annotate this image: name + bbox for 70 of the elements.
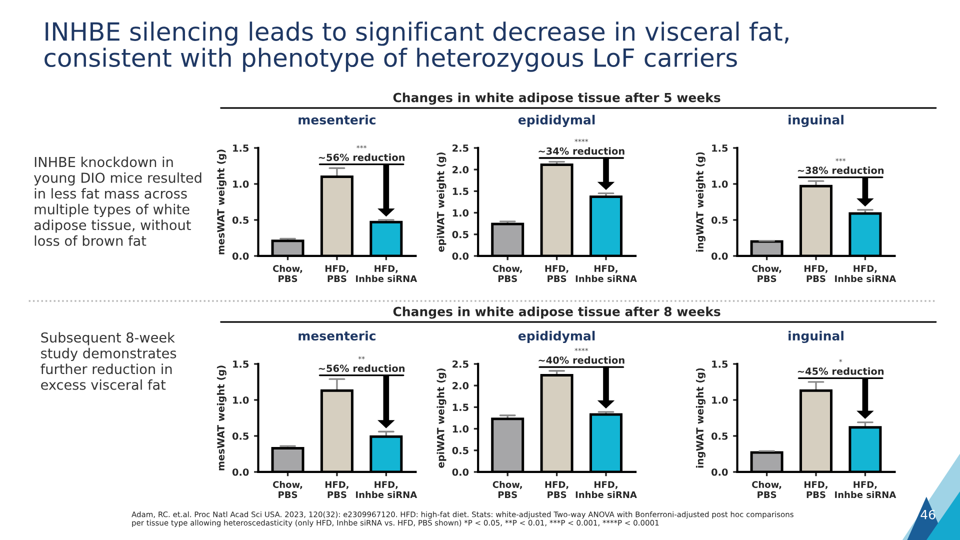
x-tick-label: Chow, PBS <box>272 264 302 282</box>
y-tick-label: 0.5 <box>452 446 468 454</box>
y-tick-label: 0.0 <box>711 252 728 260</box>
y-tick-label: 2.0 <box>452 382 469 390</box>
chart-subtitle: Changes in white adipose tissue after 5 weeks <box>393 92 720 105</box>
y-tick-label: 1.5 <box>712 360 728 368</box>
chart-title: inguinal <box>788 114 844 128</box>
y-tick-label: 2.5 <box>452 360 468 368</box>
chart-title: epididymal <box>518 114 595 128</box>
y-tick-label: 1.0 <box>712 180 728 188</box>
y-tick-label: 2.5 <box>452 144 468 152</box>
y-axis-title: epiWAT weight (g) <box>436 152 446 252</box>
y-axis-title: ingWAT weight (g) <box>696 368 706 468</box>
chart-title: inguinal <box>788 330 844 344</box>
y-axis-title: epiWAT weight (g) <box>436 368 446 468</box>
x-tick-label: Chow, PBS <box>492 480 522 498</box>
y-tick-label: 0.5 <box>232 432 249 440</box>
x-tick-label: HFD, Inhbe siRNA <box>835 265 896 282</box>
x-tick-label: HFD, PBS <box>804 481 828 498</box>
y-tick-label: 0.0 <box>452 468 469 476</box>
y-tick-label: 0.5 <box>711 432 728 440</box>
y-tick-label: 1.0 <box>233 180 249 188</box>
y-axis-title: ingWAT weight (g) <box>696 152 706 252</box>
y-tick-label: 0.0 <box>232 468 249 476</box>
chart-title: mesenteric <box>298 114 376 125</box>
y-tick-label: 1.0 <box>452 425 469 433</box>
text: INHBE silencing leads to significant decrease in visceral fat, consistent with phenotype of heterozygous LoF carriers <box>44 22 788 72</box>
y-tick-label: 0.0 <box>232 252 249 260</box>
text: INHBE knockdown in young DIO mice resulted in less fat mass across multiple types of white adipose tissue, without loss of brown fat <box>34 156 202 246</box>
x-tick-label: HFD, PBS <box>804 265 828 282</box>
text: ~40% reduction <box>538 356 624 364</box>
x-tick-label: Chow, PBS <box>752 480 782 498</box>
x-tick-label: HFD, PBS <box>545 481 568 498</box>
x-tick-label: HFD, PBS <box>325 481 348 498</box>
y-tick-label: 0.0 <box>711 468 728 476</box>
chart-title: mesenteric <box>298 330 376 341</box>
x-tick-label: HFD, Inhbe siRNA <box>576 265 637 282</box>
annotation: ~56% reduction <box>318 154 405 162</box>
text: 46 <box>920 510 936 520</box>
x-tick-label: HFD, Inhbe siRNA <box>356 265 418 282</box>
x-tick-label: Chow, PBS <box>272 480 302 498</box>
text: Subsequent 8-week study demonstrates further reduction in excess visceral fat <box>40 332 176 390</box>
y-tick-label: 0.5 <box>232 216 249 224</box>
annotation: ~56% reduction <box>318 364 405 372</box>
y-tick-label: 0.5 <box>711 216 728 224</box>
y-tick-label: 1.5 <box>712 144 728 152</box>
chart-subtitle: Changes in white adipose tissue after 8 weeks <box>393 306 720 319</box>
x-tick-label: HFD, PBS <box>545 265 568 282</box>
y-tick-label: 1.5 <box>452 188 468 195</box>
y-tick-label: 1.0 <box>712 396 728 404</box>
x-tick-label: HFD, Inhbe siRNA <box>835 481 896 498</box>
x-tick-label: HFD, Inhbe siRNA <box>576 481 637 498</box>
y-axis-title: mesWAT weight (g) <box>216 366 226 470</box>
y-tick-label: 1.0 <box>233 396 249 404</box>
y-tick-label: 1.5 <box>452 404 468 411</box>
x-tick-label: HFD, PBS <box>325 265 348 282</box>
y-tick-label: 2.0 <box>452 166 469 174</box>
y-tick-label: 0.5 <box>452 230 468 238</box>
annotation: ~34% reduction <box>538 147 624 155</box>
x-tick-label: Chow, PBS <box>492 264 522 282</box>
y-axis-title: mesWAT weight (g) <box>216 150 226 254</box>
annotation: ~45% reduction <box>798 367 884 375</box>
y-tick-label: 0.0 <box>452 252 469 260</box>
x-tick-label: HFD, Inhbe siRNA <box>356 481 418 498</box>
y-tick-label: 1.5 <box>233 360 249 368</box>
annotation: ~38% reduction <box>798 166 884 174</box>
y-tick-label: 1.0 <box>452 209 469 217</box>
x-tick-label: Chow, PBS <box>752 264 782 282</box>
chart-title: epididymal <box>518 330 595 344</box>
y-tick-label: 1.5 <box>233 144 249 152</box>
